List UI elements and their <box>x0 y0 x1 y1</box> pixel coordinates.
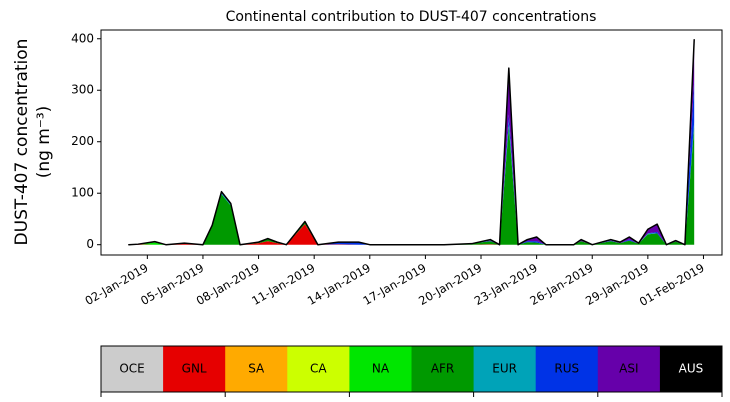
y-tick-label: 400 <box>71 31 94 45</box>
y-tick-label: 200 <box>71 134 94 148</box>
legend-swatch <box>659 346 723 392</box>
legend-label: NA <box>372 362 390 376</box>
legend-frame <box>100 345 723 393</box>
legend-swatch <box>349 346 412 392</box>
legend-swatch <box>225 346 288 392</box>
legend-label: ASI <box>619 362 638 376</box>
y-label-line: (ng m⁻³) <box>34 106 54 179</box>
legend-label: AFR <box>431 362 454 376</box>
legend-label: RUS <box>554 362 579 376</box>
area <box>128 39 695 246</box>
y-label: DUST-407 concentration (ng m⁻³) <box>12 39 54 246</box>
chart-title: Continental contribution to DUST-407 con… <box>226 9 597 25</box>
legend-swatch <box>101 346 164 392</box>
legend-swatch <box>411 346 475 392</box>
legend-label: EUR <box>492 362 517 376</box>
legend-label: AUS <box>679 362 704 376</box>
y-label-line: DUST-407 concentration <box>12 39 32 246</box>
y-tick-label: 300 <box>71 83 94 97</box>
legend-swatch <box>163 346 226 392</box>
legend-label: GNL <box>182 362 207 376</box>
y-tick-label: 0 <box>86 237 94 251</box>
area <box>128 126 695 245</box>
legend-swatch <box>535 346 599 392</box>
plot-frame <box>100 29 723 256</box>
legend-swatch <box>473 346 537 392</box>
area <box>128 39 695 245</box>
y-tick-label: 100 <box>71 186 94 200</box>
legend-label: SA <box>248 362 265 376</box>
plot-area <box>128 39 695 246</box>
legend-label: CA <box>310 362 327 376</box>
legend-swatch <box>287 346 350 392</box>
legend: OCE GNL SA CA NA AFR EUR RUS ASI AUS <box>100 345 723 397</box>
legend-swatch <box>597 346 661 392</box>
legend-label: OCE <box>119 362 144 376</box>
